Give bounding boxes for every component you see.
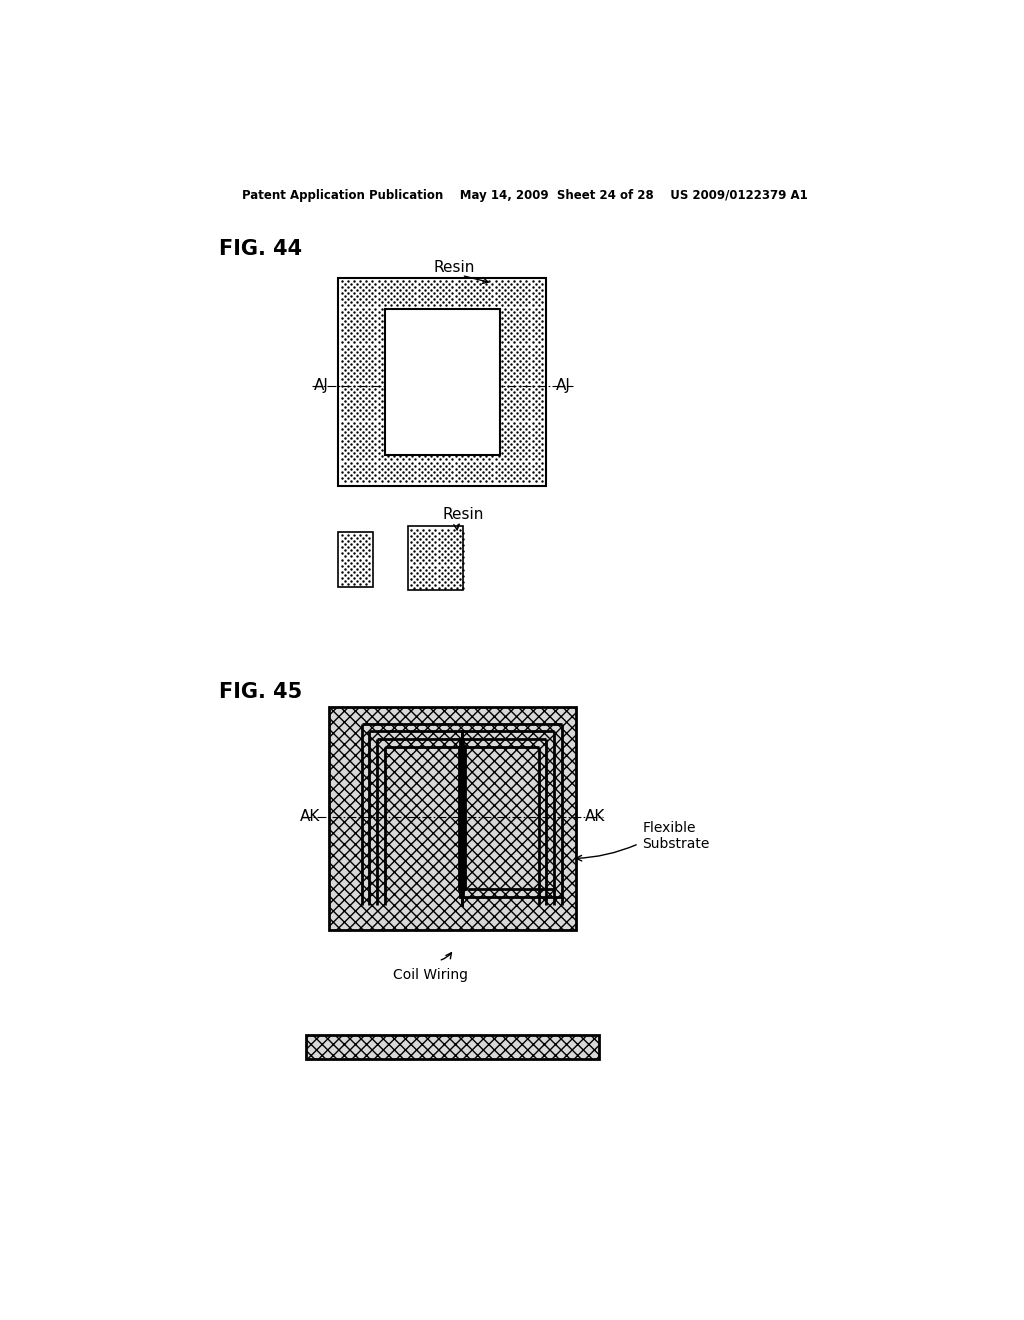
Bar (306, 1035, 599, 1059)
Text: Flexible
Substrate: Flexible Substrate (643, 821, 710, 851)
Bar (339, 532, 373, 587)
Text: FIG. 44: FIG. 44 (219, 239, 302, 259)
Text: Resin: Resin (433, 260, 475, 276)
Text: Patent Application Publication    May 14, 2009  Sheet 24 of 28    US 2009/012237: Patent Application Publication May 14, 2… (242, 189, 808, 202)
Text: AJ: AJ (556, 378, 570, 393)
Text: AK: AK (300, 809, 319, 824)
Text: FIG. 45: FIG. 45 (219, 682, 302, 702)
Bar (408, 527, 463, 590)
Text: AJ: AJ (314, 378, 330, 393)
Text: Resin: Resin (442, 507, 484, 521)
Bar (339, 277, 547, 486)
Text: Coil Wiring: Coil Wiring (393, 968, 468, 982)
Text: AK: AK (585, 809, 605, 824)
Bar (385, 309, 500, 455)
Bar (330, 706, 575, 929)
